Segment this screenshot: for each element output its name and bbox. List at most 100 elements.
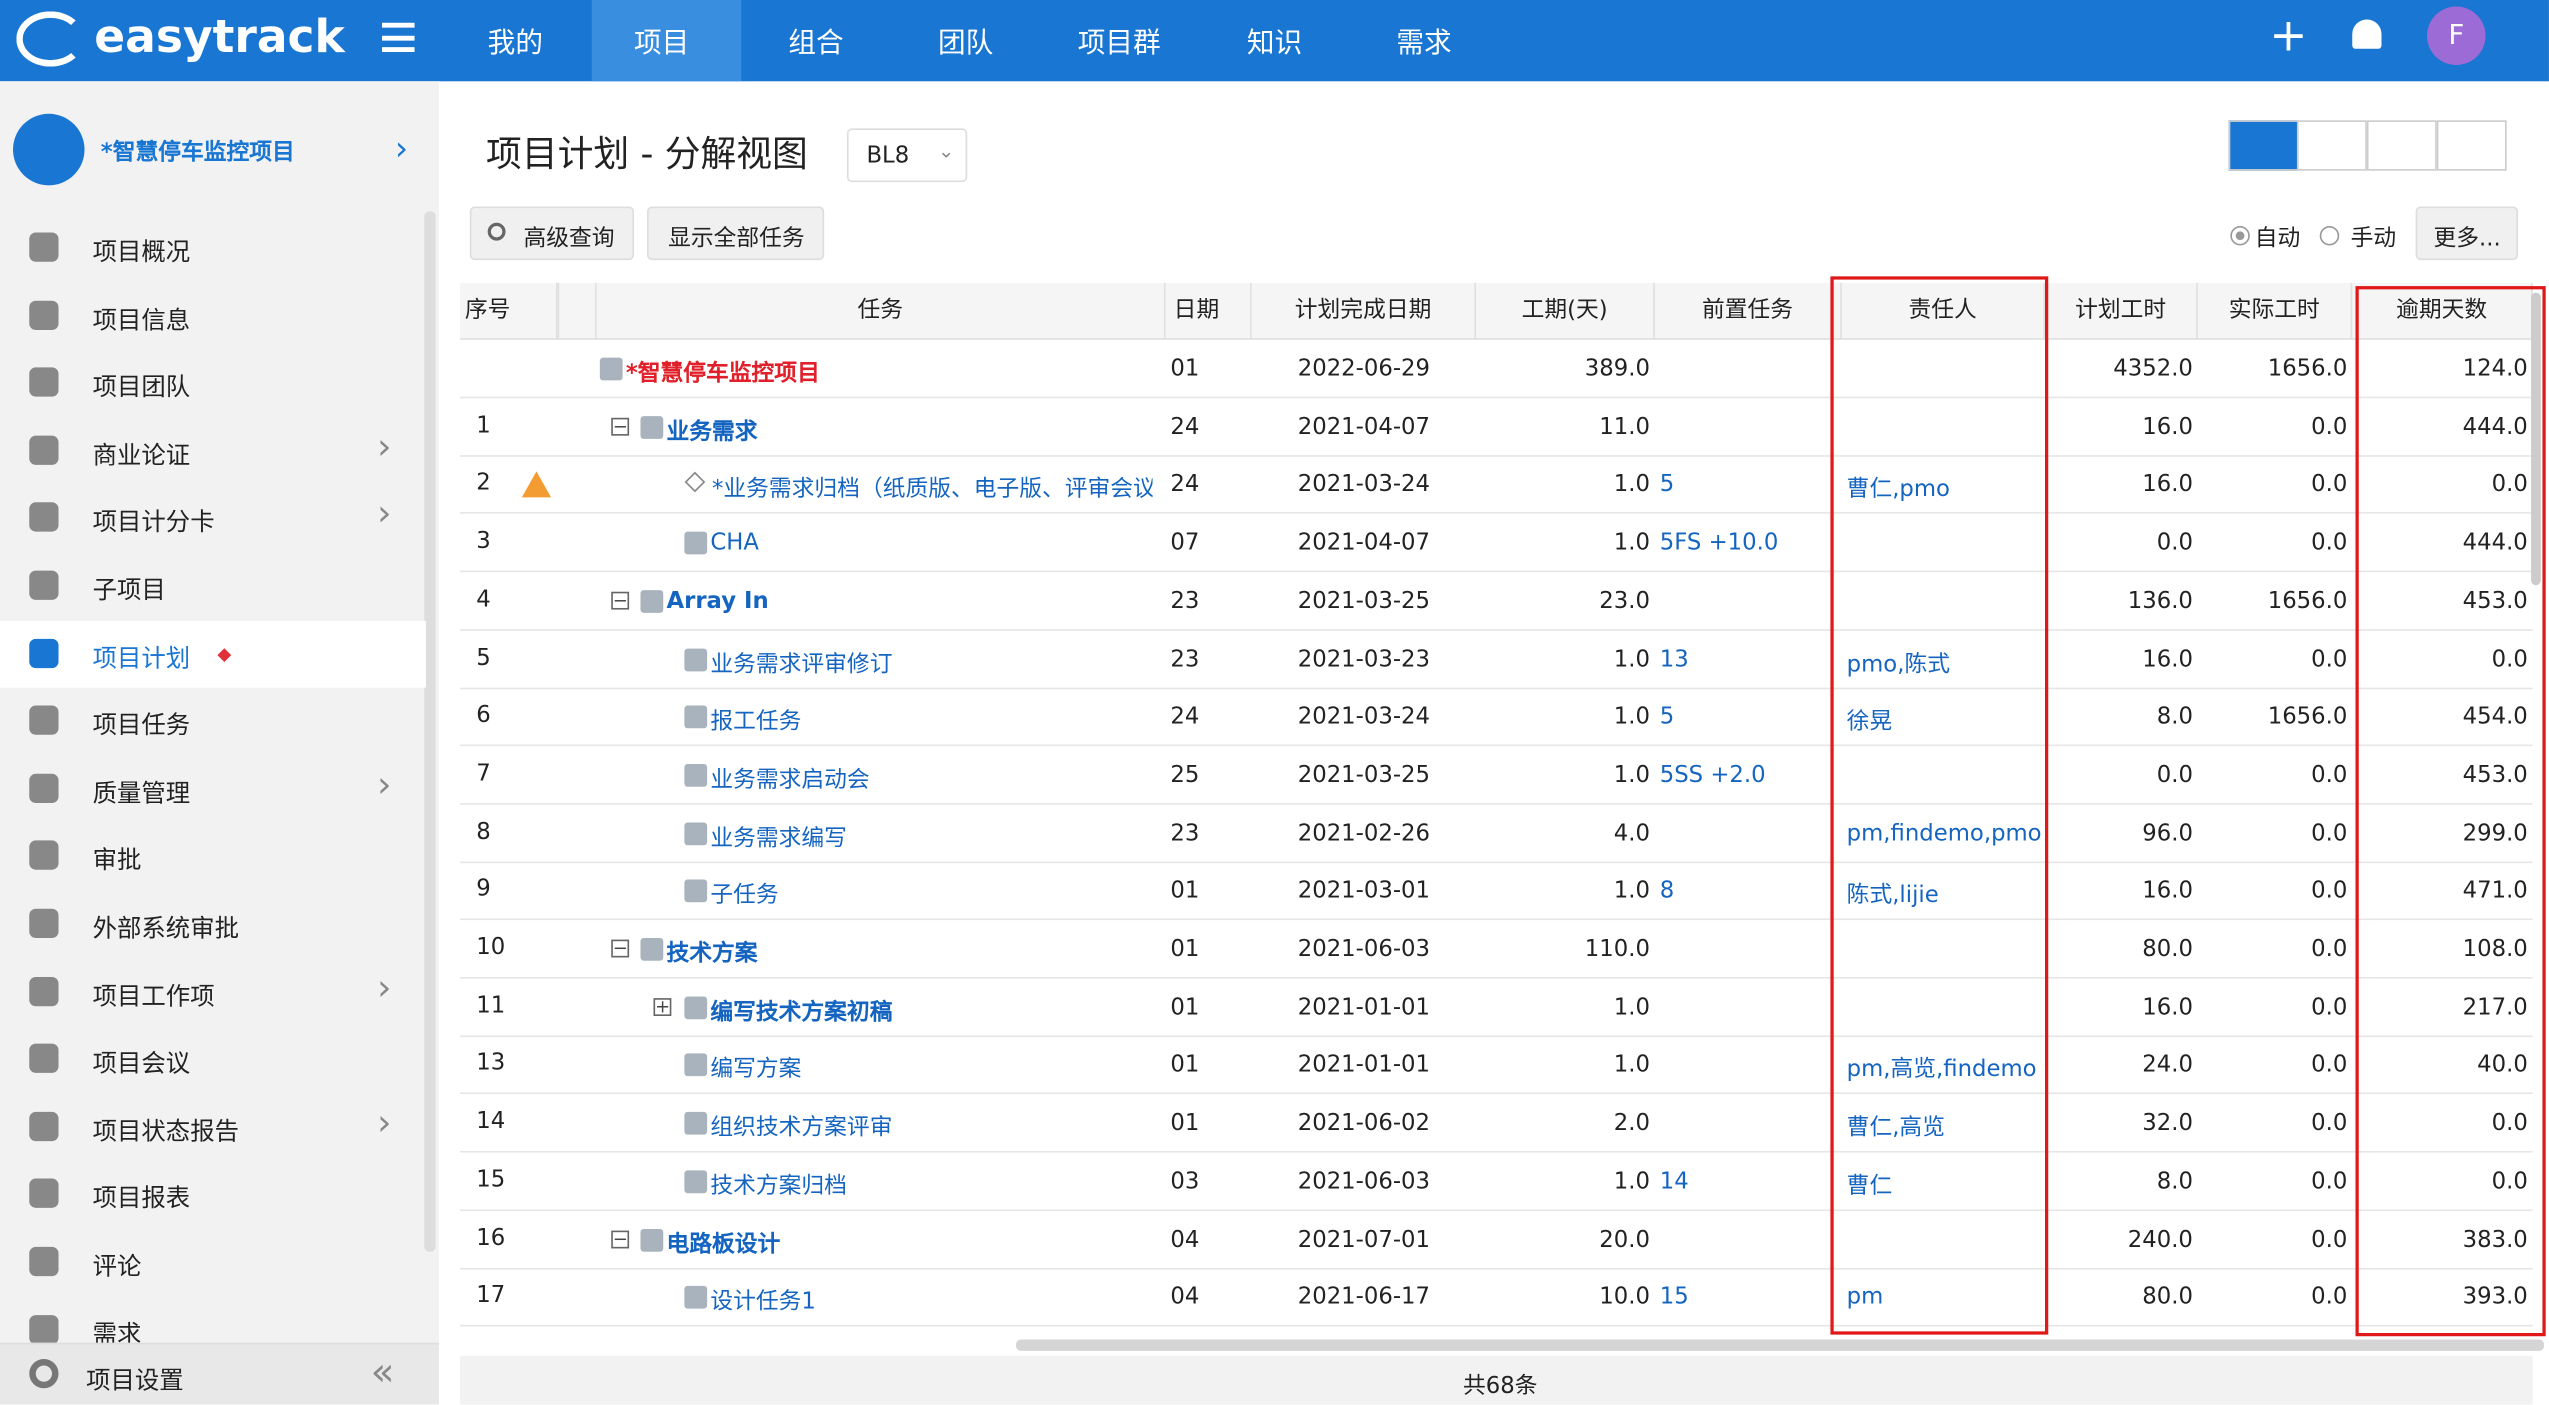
cell-owner[interactable]: pmo,陈式 (1846, 651, 1950, 678)
cell-pred[interactable]: 15 (1659, 1284, 1689, 1311)
task-name[interactable]: 组织技术方案评审 (710, 1115, 893, 1142)
cell-start: 01 (1170, 356, 1200, 383)
more-button[interactable] (2415, 206, 2519, 261)
avatar[interactable]: F (2427, 6, 2486, 66)
sidebar-item[interactable]: 项目计划 (92, 643, 191, 673)
view-toggle[interactable] (2436, 120, 2507, 171)
notification-bell[interactable] (2352, 19, 2382, 49)
sidebar-item[interactable]: 项目团队 (92, 372, 191, 402)
radio[interactable] (2319, 225, 2340, 246)
sidebar-item[interactable]: 评论 (92, 1251, 142, 1281)
task-name[interactable]: 技术方案 (666, 941, 758, 968)
show-all-button[interactable] (646, 206, 825, 261)
expand-toggle[interactable]: − (611, 589, 630, 611)
cell-plan: 16.0 (2142, 472, 2193, 499)
query-label[interactable]: 高级查询 (523, 225, 615, 252)
nav-item[interactable]: 项目 (633, 27, 690, 61)
sidebar-item[interactable]: 项目信息 (92, 304, 191, 335)
task-name[interactable]: 设计任务1 (710, 1289, 816, 1316)
task-name[interactable]: *智慧停车监控项目 (625, 360, 820, 387)
task-name[interactable]: 业务需求编写 (710, 825, 847, 852)
cell-owner[interactable]: pm,findemo,pmo (1846, 820, 2042, 847)
cell-owner[interactable]: pm (1846, 1284, 1884, 1311)
task-name[interactable]: Array In (666, 588, 769, 615)
cell-owner[interactable]: 曹仁,高览 (1846, 1115, 1945, 1142)
sidebar-item[interactable]: 项目报表 (92, 1184, 191, 1214)
more-label[interactable]: 更多... (2433, 225, 2501, 252)
nav-item[interactable]: 知识 (1246, 27, 1303, 61)
cell-owner[interactable]: 曹仁 (1846, 1173, 1893, 1200)
task-name[interactable]: 编写方案 (710, 1057, 802, 1084)
nav-item[interactable]: 我的 (487, 27, 543, 61)
sidebar-item[interactable]: 外部系统审批 (92, 913, 239, 943)
add-button[interactable]: + (2269, 8, 2308, 62)
cell-pred[interactable]: 5 (1659, 704, 1675, 731)
task-name[interactable]: *业务需求归档（纸质版、电子版、评审会议 (712, 476, 1153, 503)
radio-label[interactable]: 自动 (2254, 225, 2301, 252)
cell-pred[interactable]: 5FS +10.0 (1659, 530, 1779, 557)
task-name[interactable]: 技术方案归档 (710, 1173, 847, 1200)
task-name[interactable]: 业务需求启动会 (710, 767, 870, 794)
task-icon (684, 763, 708, 787)
cell-plan: 80.0 (2142, 1284, 2193, 1311)
task-name[interactable]: 报工任务 (710, 709, 802, 736)
project-name[interactable]: *智慧停车监控项目 (100, 139, 295, 166)
task-icon (684, 531, 708, 555)
baseline-value[interactable]: BL8 (866, 143, 910, 170)
sidebar-item[interactable]: 审批 (92, 845, 142, 876)
expand-toggle[interactable]: + (653, 995, 672, 1018)
sidebar-icon (29, 1111, 59, 1141)
nav-item[interactable]: 组合 (788, 27, 844, 61)
menu-button[interactable] (382, 22, 415, 53)
cell-pred[interactable]: 8 (1659, 878, 1675, 905)
sidebar-item[interactable]: 子项目 (92, 575, 166, 605)
sidebar-item[interactable]: 质量管理 (92, 778, 191, 808)
expand-toggle[interactable]: − (611, 1228, 630, 1250)
logo[interactable]: easytrack (94, 9, 345, 64)
cell-pred[interactable]: 13 (1659, 646, 1689, 673)
task-name[interactable]: 编写技术方案初稿 (710, 999, 893, 1026)
nav-item[interactable]: 团队 (937, 27, 994, 61)
sidebar-item[interactable]: 项目任务 (92, 710, 191, 740)
baseline-select[interactable] (846, 128, 968, 183)
collapse-button[interactable]: « (370, 1349, 395, 1395)
nav-item[interactable]: 需求 (1396, 27, 1452, 61)
row-seq: 8 (476, 818, 491, 845)
sidebar-item[interactable]: 项目状态报告 (92, 1116, 239, 1146)
cell-pred[interactable]: 5 (1659, 472, 1675, 499)
cell-owner[interactable]: 陈式,lijie (1846, 883, 1939, 910)
cell-pred[interactable]: 14 (1659, 1168, 1689, 1195)
sidebar-item[interactable]: 项目会议 (92, 1048, 191, 1079)
task-name[interactable]: 业务需求 (666, 418, 758, 445)
view-toggle[interactable] (2366, 120, 2437, 171)
nav-item[interactable]: 项目群 (1077, 27, 1161, 61)
sidebar-item[interactable]: 项目概况 (92, 237, 191, 267)
sidebar-item[interactable]: 项目工作项 (92, 981, 215, 1011)
show-all-label[interactable]: 显示全部任务 (668, 225, 805, 252)
cell-start: 01 (1170, 878, 1200, 905)
cell-owner[interactable]: 曹仁,pmo (1846, 476, 1950, 503)
sidebar-item[interactable]: 商业论证 (92, 440, 191, 470)
expand-toggle[interactable]: − (611, 937, 630, 960)
sidebar-icon (29, 773, 59, 803)
settings[interactable]: 项目设置 (86, 1365, 184, 1395)
cell-owner[interactable]: pm,高览,findemo (1846, 1057, 2037, 1084)
task-name[interactable]: 业务需求评审修订 (710, 651, 893, 678)
task-name[interactable]: 电路板设计 (666, 1231, 781, 1258)
view-toggle[interactable] (2228, 120, 2299, 171)
cell-days: 11.0 (1599, 414, 1650, 441)
view-toggle[interactable] (2296, 120, 2367, 171)
radio[interactable] (2230, 225, 2250, 246)
task-icon (684, 1112, 708, 1135)
cell-pred[interactable]: 5SS +2.0 (1659, 762, 1766, 789)
column-header: 任务 (597, 282, 1166, 340)
cell-owner[interactable]: 徐晃 (1846, 709, 1893, 736)
cell-end: 2021-03-24 (1297, 472, 1431, 499)
expand-toggle[interactable]: − (611, 415, 630, 437)
cell-actual: 0.0 (2311, 878, 2348, 905)
sidebar-item[interactable]: 项目计分卡 (92, 507, 215, 538)
task-name[interactable]: 子任务 (710, 883, 779, 910)
radio-label[interactable]: 手动 (2350, 225, 2397, 252)
task-name[interactable]: CHA (710, 530, 759, 557)
table-row (460, 514, 2533, 573)
